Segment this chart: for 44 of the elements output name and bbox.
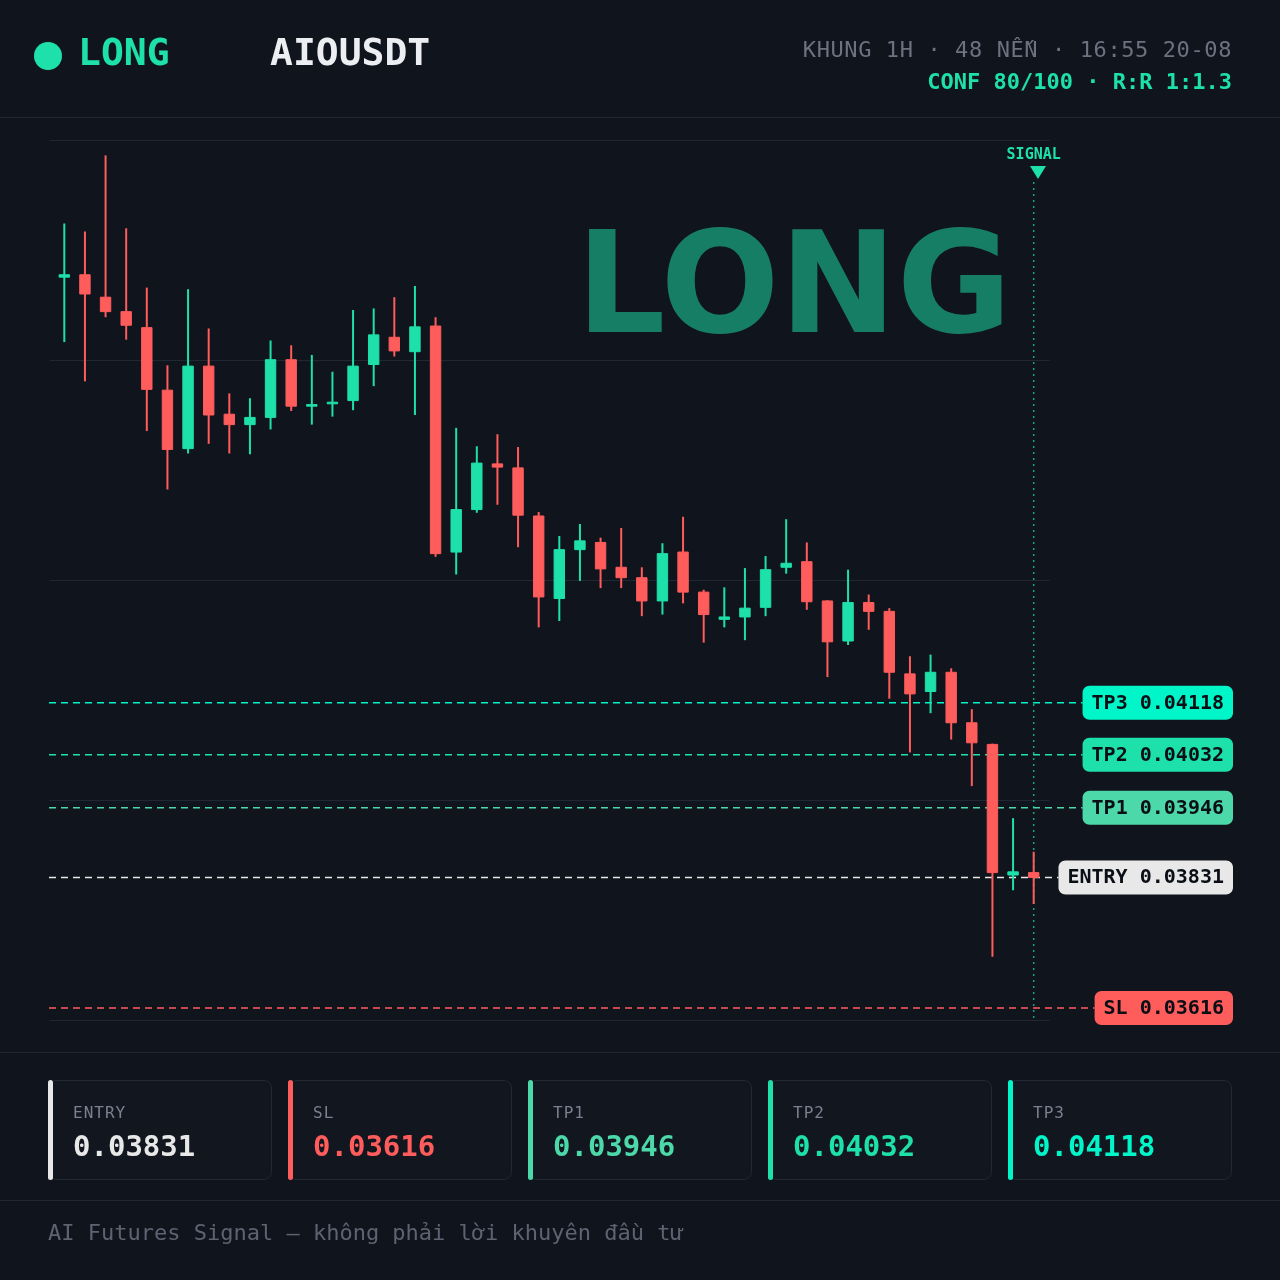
text: 0.03616 [313, 1129, 436, 1163]
text: 0.04032 [793, 1129, 916, 1163]
text: CONF 80/100 · R:R 1:1.3 [927, 68, 1232, 96]
candlestick [306, 353, 318, 426]
candlestick [966, 708, 978, 788]
text: 0.03831 [73, 1129, 196, 1163]
ref-line-label: TP1 0.03946 [1091, 794, 1224, 819]
chart-title: AIOUSDT [270, 30, 431, 74]
candlestick [491, 433, 504, 506]
candlestick [697, 588, 710, 644]
candlestick [244, 397, 256, 456]
candlestick [388, 296, 401, 358]
candlestick [79, 230, 91, 383]
annotation: SIGNAL [1006, 145, 1061, 163]
text: 0.03946 [553, 1129, 676, 1163]
text: TP2 [793, 1103, 825, 1122]
candlestick [636, 566, 648, 618]
candlestick [120, 227, 132, 341]
candlestick [1027, 850, 1040, 905]
candlestick [924, 653, 937, 715]
candlestick [904, 655, 916, 754]
candlestick [780, 518, 792, 575]
text: TP1 [553, 1103, 585, 1122]
candlestick [615, 527, 627, 590]
ref-line-label: ENTRY 0.03831 [1067, 864, 1224, 889]
candlestick [99, 154, 112, 319]
candlestick [739, 567, 751, 642]
candlestick [58, 222, 71, 344]
text: 0.04118 [1033, 1129, 1156, 1163]
ref-line-label: TP2 0.04032 [1091, 741, 1224, 766]
candlestick [223, 392, 236, 455]
chart-subtitle: KHUNG 1H · 48 NẾN · 16:55 20-08 [802, 36, 1232, 64]
annotation: LONG [576, 202, 1012, 365]
candlestick [862, 593, 875, 631]
candlestick [574, 523, 586, 582]
candlestick [718, 586, 731, 629]
text: TP3 [1033, 1103, 1065, 1122]
text: AI Futures Signal — không phải lời khuyên đầu tư [48, 1219, 684, 1247]
text: ENTRY [73, 1103, 127, 1122]
text: SL [313, 1103, 335, 1122]
ref-line-label: SL 0.03616 [1103, 995, 1224, 1020]
text: LONG [78, 30, 170, 74]
ref-line-label: TP3 0.04118 [1091, 689, 1224, 714]
candlestick [1007, 817, 1019, 892]
